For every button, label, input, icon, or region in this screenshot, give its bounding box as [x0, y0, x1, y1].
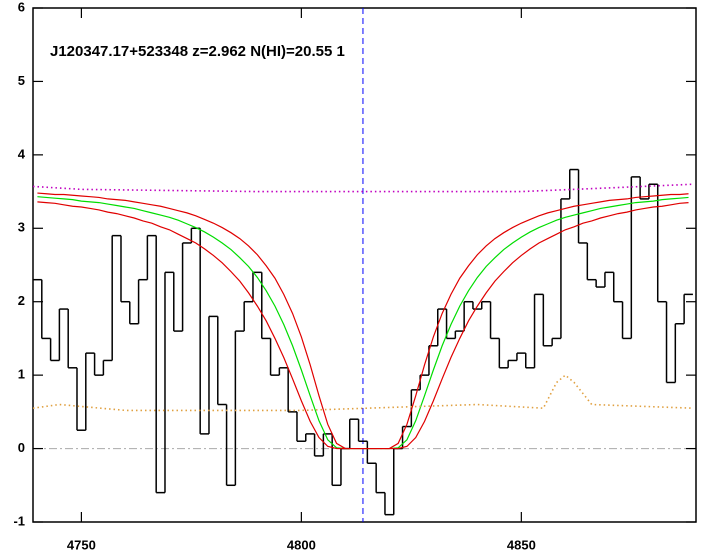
model-line: [37, 201, 689, 450]
y-tick-label: 4: [18, 146, 26, 161]
x-tick-label: 4850: [507, 537, 536, 552]
dotted-line: [33, 374, 693, 412]
dotted-line: [33, 183, 693, 193]
y-tick-label: 5: [18, 73, 25, 88]
plot-frame: [32, 7, 697, 523]
y-tick-label: 3: [18, 220, 25, 235]
y-tick-label: 6: [18, 0, 25, 14]
plot-area: [33, 8, 696, 522]
y-tick-label: 1: [18, 367, 25, 382]
annotation: J120347.17+523348 z=2.962 N(HI)=20.55 1: [50, 43, 345, 60]
y-tick-label: 2: [18, 293, 25, 308]
y-tick-label: 0: [18, 440, 25, 455]
x-tick-label: 4750: [67, 537, 96, 552]
x-tick-label: 4800: [287, 537, 316, 552]
y-tick-label: -1: [13, 513, 25, 528]
